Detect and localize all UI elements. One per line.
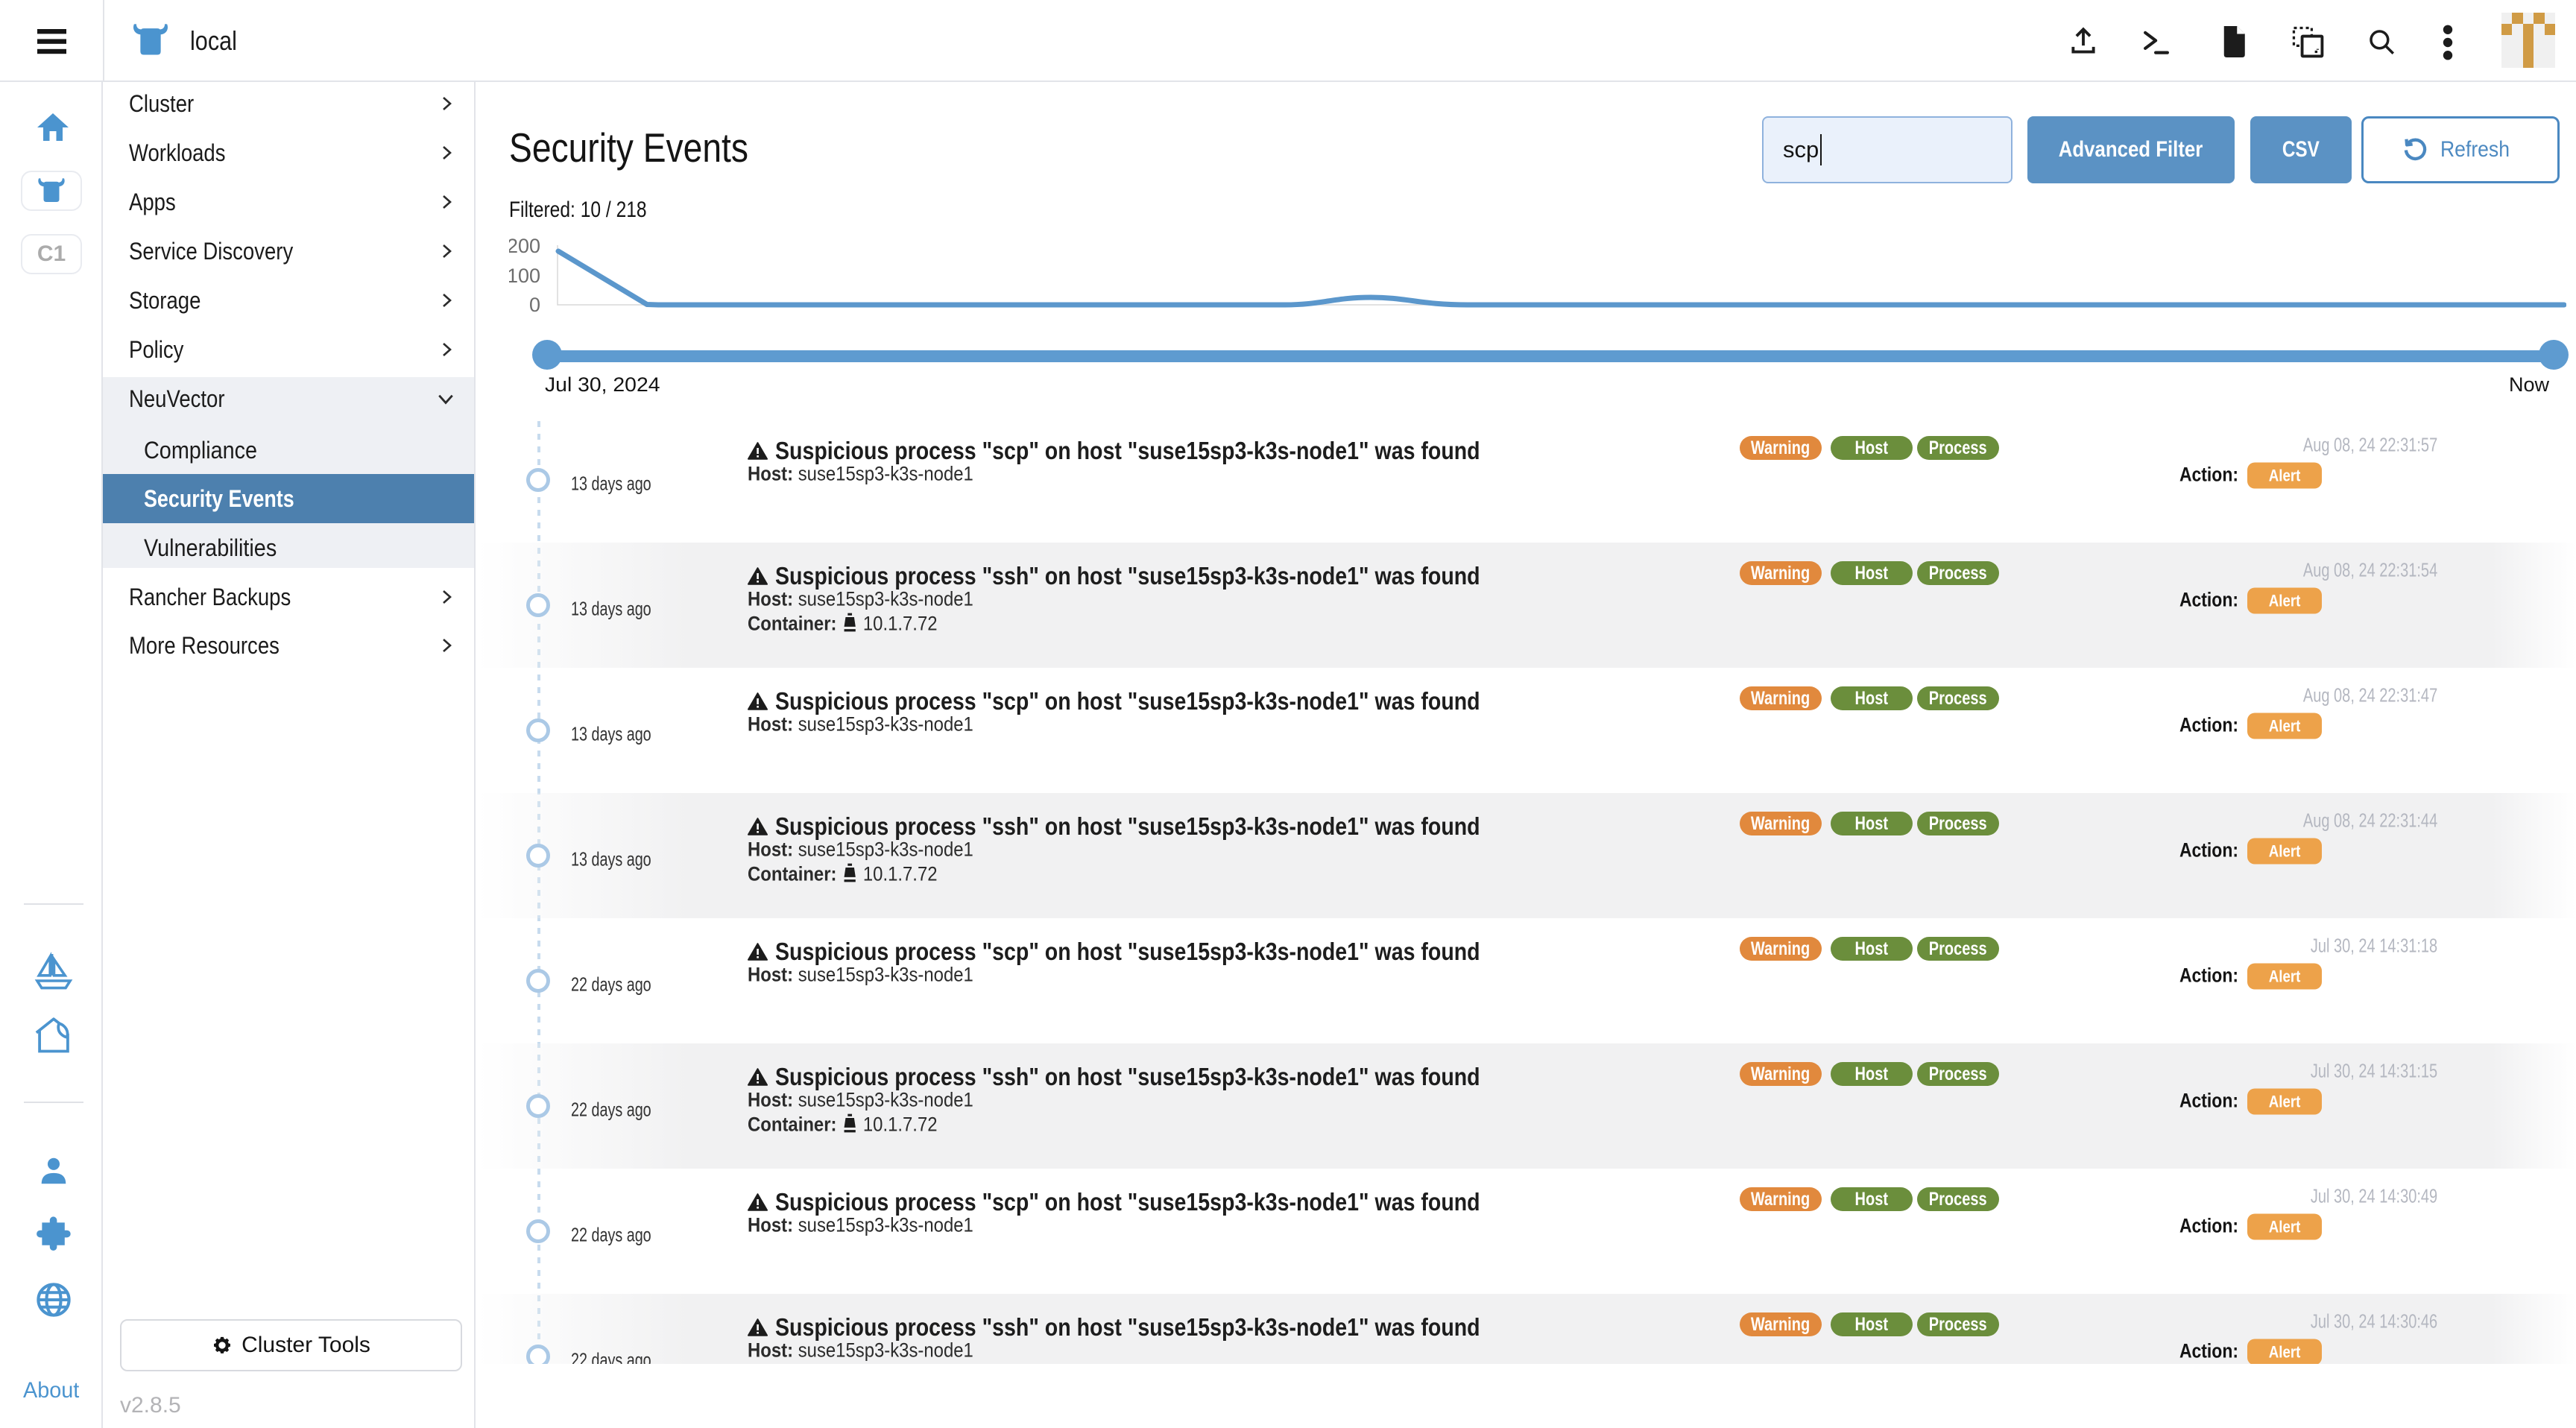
svg-text:200: 200 bbox=[509, 235, 540, 257]
svg-text:0: 0 bbox=[529, 294, 540, 316]
svg-text:100: 100 bbox=[509, 265, 540, 287]
